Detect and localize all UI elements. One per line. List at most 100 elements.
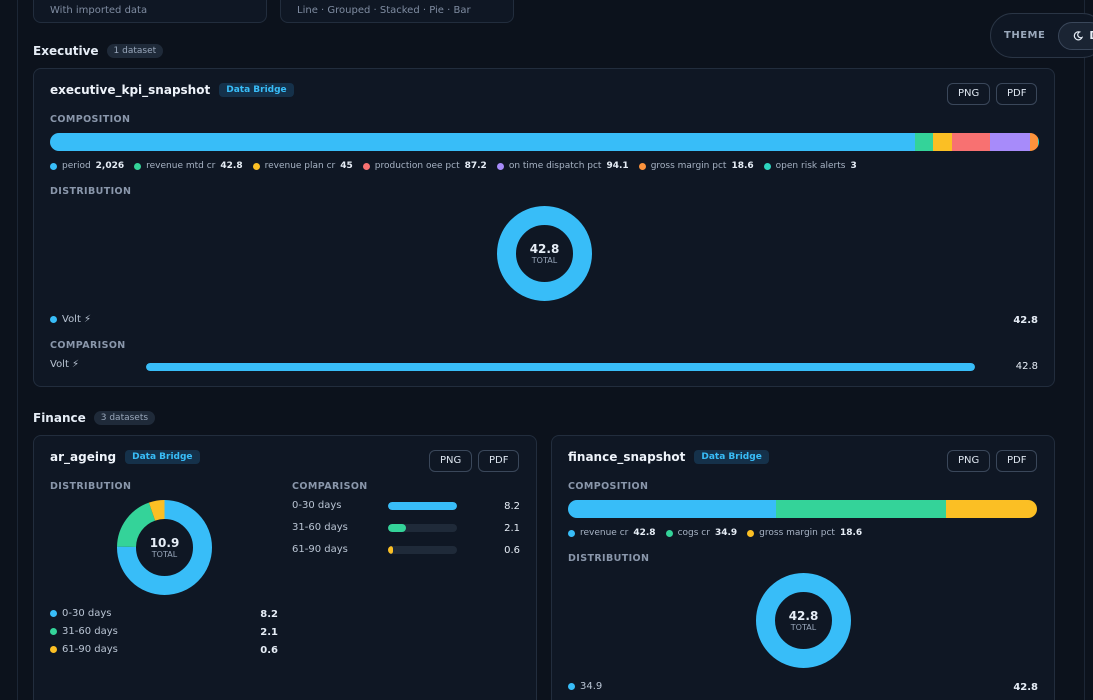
legend-dot [747, 529, 755, 537]
pdf-export-button[interactable]: PDF [996, 83, 1038, 105]
legend-value: 34.9 [714, 528, 738, 538]
comparison-name: 61-90 days [292, 544, 348, 555]
donut-total-value: 42.8 [529, 242, 560, 256]
donut-slice [756, 573, 851, 668]
composition-segment [933, 133, 953, 151]
donut-svg [117, 500, 212, 595]
legend-name: on time dispatch pct [508, 161, 602, 171]
comparison-fill [388, 502, 457, 510]
data-bridge-badge: Data Bridge [125, 450, 200, 464]
dashboard-panel: With imported data Line · Grouped · Stac… [17, 0, 1085, 700]
section-title: Executive [33, 44, 99, 58]
distribution-donut: 42.8 TOTAL [496, 205, 593, 302]
legend-name: cogs cr [677, 528, 710, 538]
composition-legend-item: gross margin pct 18.6 [747, 528, 862, 538]
comparison-track [388, 546, 457, 554]
legend-value: 42.8 [1013, 682, 1038, 693]
pdf-export-button[interactable]: PDF [478, 450, 520, 472]
distribution-legend-item: Volt ⚡ [50, 314, 91, 325]
composition-segment [952, 133, 990, 151]
comparison-track [388, 502, 457, 510]
moon-icon [1074, 30, 1084, 40]
composition-segment [1037, 133, 1039, 151]
legend-name: 31-60 days [62, 626, 118, 637]
distribution-legend-item: 61-90 days [50, 644, 118, 655]
donut-center: 10.9 TOTAL [116, 536, 213, 559]
composition-segment [946, 500, 1037, 518]
png-export-button[interactable]: PNG [429, 450, 473, 472]
dataset-count-pill: 3 datasets [93, 411, 156, 425]
comparison-fill [388, 524, 406, 532]
legend-dot [638, 162, 646, 170]
composition-legend-item: on time dispatch pct 94.1 [496, 161, 629, 171]
comparison-value: 8.2 [504, 501, 520, 512]
summary-card-imported: With imported data [33, 0, 267, 23]
png-export-button[interactable]: PNG [947, 450, 991, 472]
composition-legend-item: open risk alerts 3 [763, 161, 857, 171]
legend-dot [496, 162, 504, 170]
composition-segment [914, 133, 934, 151]
legend-name: gross margin pct [759, 528, 835, 538]
composition-legend: revenue cr 42.8 cogs cr 34.9 gross margin pc… [568, 528, 872, 538]
comparison-item-name: 31-60 days [292, 522, 348, 533]
distribution-legend-item: 34.9 [568, 681, 602, 692]
composition-segment [1029, 133, 1038, 151]
dataset-title: executive_kpi_snapshot [50, 83, 211, 97]
pdf-export-button[interactable]: PDF [996, 450, 1038, 472]
donut-center: 42.8 TOTAL [755, 609, 852, 632]
executive-kpi-card: executive_kpi_snapshot Data Bridge PNG P… [33, 68, 1055, 387]
donut-center: 42.8 TOTAL [496, 242, 593, 265]
finance-snapshot-card: finance_snapshot Data Bridge PNG PDF COM… [551, 435, 1055, 700]
comparison-fill [146, 363, 975, 371]
legend-dot [763, 162, 771, 170]
composition-legend: period 2,026 revenue mtd cr 42.8 revenue pla… [50, 161, 867, 171]
composition-legend-item: gross margin pct 18.6 [638, 161, 754, 171]
composition-legend-item: revenue mtd cr 42.8 [134, 161, 243, 171]
composition-segment [776, 500, 947, 518]
comparison-value: 2.1 [504, 523, 520, 534]
legend-value: 42.8 [633, 528, 656, 538]
dataset-title: ar_ageing [50, 450, 117, 464]
legend-name: revenue plan cr [264, 161, 336, 171]
composition-legend-item: period 2,026 [50, 161, 124, 171]
section-executive-header: Executive 1 dataset [33, 44, 164, 58]
dataset-count-pill: 1 dataset [106, 44, 164, 58]
legend-dot [362, 162, 370, 170]
legend-dot [50, 316, 57, 323]
card-header: ar_ageing Data Bridge [50, 450, 200, 464]
distribution-donut: 10.9 TOTAL [116, 499, 213, 596]
legend-name: 34.9 [580, 681, 603, 692]
comparison-track [146, 363, 975, 371]
comparison-name: 31-60 days [292, 522, 348, 533]
theme-switcher: THEME D [990, 13, 1093, 58]
distribution-legend-item: 0-30 days [50, 608, 111, 619]
theme-button-label: D [1089, 29, 1093, 42]
png-export-button[interactable]: PNG [947, 83, 991, 105]
legend-name: revenue mtd cr [146, 161, 216, 171]
donut-svg [497, 206, 592, 301]
legend-value: 94.1 [606, 161, 629, 171]
legend-dot [50, 628, 57, 635]
comparison-item-name: Volt ⚡ [50, 359, 79, 370]
donut-total-label: TOTAL [531, 256, 558, 265]
legend-dot [568, 683, 575, 690]
donut-svg [756, 573, 851, 668]
donut-total-value: 10.9 [149, 536, 180, 550]
dataset-title: finance_snapshot [568, 450, 686, 464]
legend-value: 3 [850, 161, 857, 171]
section-finance-header: Finance 3 datasets [33, 411, 156, 425]
composition-legend-item: revenue cr 42.8 [568, 528, 656, 538]
theme-label: THEME [1004, 30, 1046, 41]
legend-value: 2,026 [95, 161, 125, 171]
legend-dot [50, 646, 57, 653]
legend-name: Volt ⚡ [62, 314, 92, 325]
distribution-donut: 42.8 TOTAL [755, 572, 852, 669]
legend-value: 18.6 [731, 161, 754, 171]
legend-dot [50, 162, 57, 170]
legend-value: 8.2 [260, 609, 278, 620]
legend-name: 61-90 days [62, 644, 118, 655]
theme-toggle-button[interactable]: D [1058, 21, 1093, 50]
legend-name: production oee pct [374, 161, 460, 171]
composition-legend-item: cogs cr 34.9 [665, 528, 738, 538]
card-header: executive_kpi_snapshot Data Bridge [50, 83, 294, 97]
